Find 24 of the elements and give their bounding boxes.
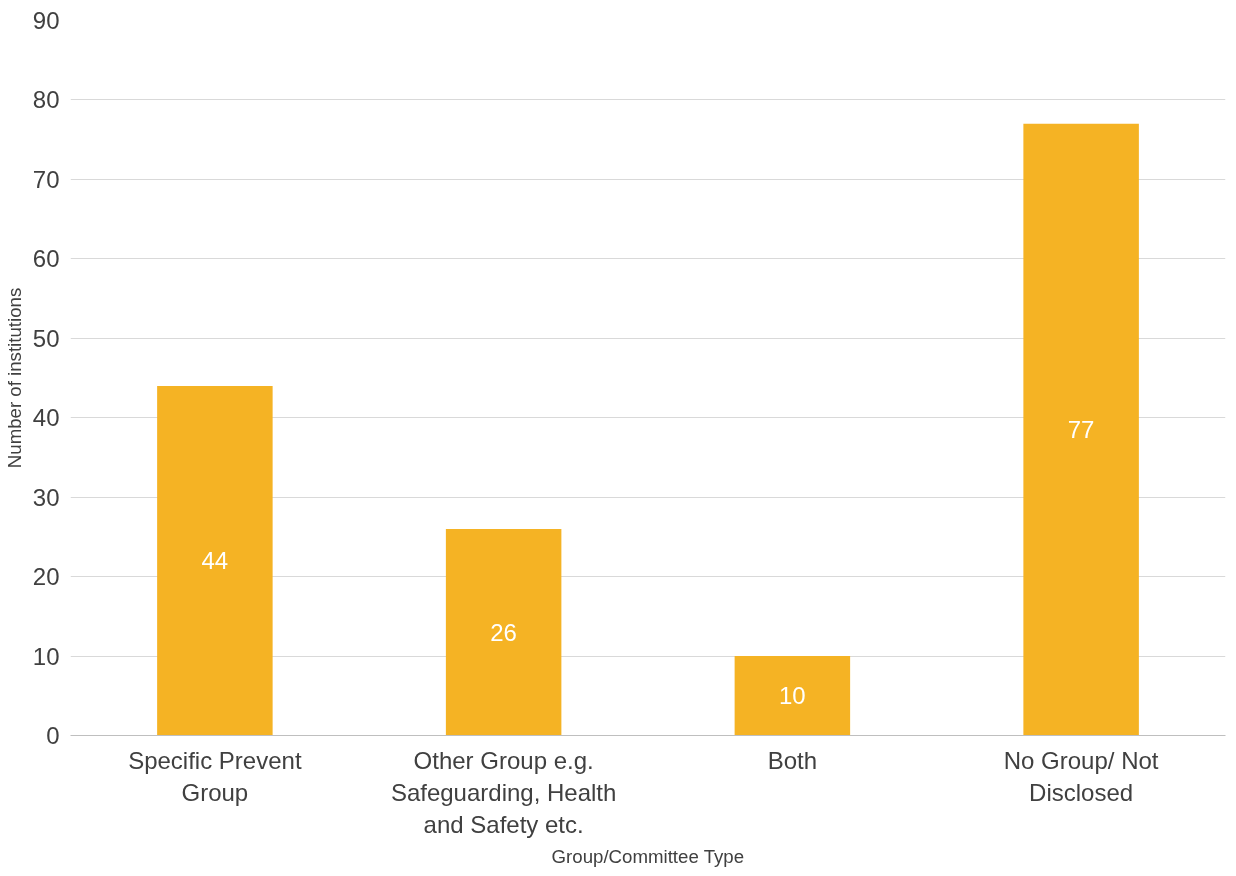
y-tick-label: 30 (32, 483, 60, 511)
bar (157, 385, 273, 736)
bar (1023, 123, 1139, 736)
y-tick-label: 80 (32, 86, 60, 114)
bar (734, 656, 851, 736)
x-axis-title: Group/Committee Type (551, 846, 745, 868)
y-tick-label: 0 (46, 722, 60, 749)
y-axis-title: Number of institutions (3, 287, 25, 469)
x-tick-label: No Group/ Not Disclosed (1003, 746, 1159, 806)
x-tick-label: Specific Prevent Group (128, 746, 302, 806)
x-tick-label: Both (767, 746, 818, 774)
data-label: 44 (201, 547, 229, 575)
data-label: 10 (779, 682, 806, 710)
y-tick-label: 90 (32, 7, 60, 34)
y-tick-label: 60 (32, 245, 60, 273)
y-tick-label: 70 (32, 165, 60, 193)
y-tick-label: 10 (32, 642, 60, 670)
data-label: 77 (1067, 416, 1095, 444)
x-tick-label: Other Group e.g. Safeguarding, Health and Safety etc. (390, 746, 617, 839)
bar (445, 528, 562, 736)
y-tick-label: 20 (32, 563, 60, 591)
y-tick-label: 40 (32, 404, 60, 432)
data-label: 26 (490, 618, 517, 646)
y-tick-label: 50 (32, 324, 60, 352)
